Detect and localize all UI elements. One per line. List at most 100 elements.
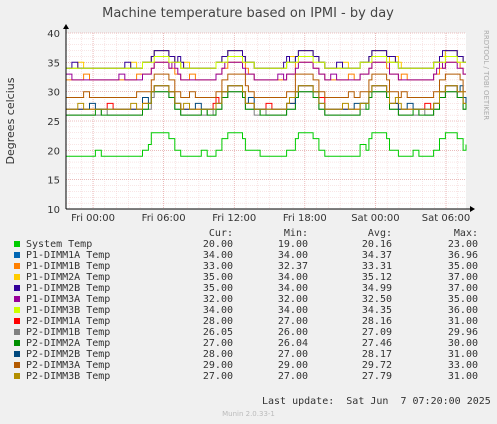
legend-min: 34.00 xyxy=(277,305,308,316)
legend-header-max: Max: xyxy=(453,228,478,239)
legend-entry: P1-DIMM1A Temp 34.00 34.00 34.37 36.96 xyxy=(12,250,492,261)
legend-header: Cur: Min: Avg: Max: xyxy=(12,228,492,239)
rrdtool-credit: RRDTOOL / TOBI OETIKER xyxy=(482,30,490,120)
chart-title: Machine temperature based on IPMI - by d… xyxy=(102,6,394,21)
legend-avg: 34.99 xyxy=(361,283,392,294)
legend-entry: P1-DIMM2B Temp 35.00 34.00 34.99 37.00 xyxy=(12,283,492,294)
legend-series-name: P1-DIMM3A Temp xyxy=(26,294,111,305)
munin-version: Munin 2.0.33-1 xyxy=(222,410,275,418)
legend-min: 27.00 xyxy=(277,349,308,360)
legend-series-name: P2-DIMM3A Temp xyxy=(26,360,111,371)
legend-entry: P2-DIMM1B Temp 26.05 26.00 27.09 29.96 xyxy=(12,327,492,338)
legend-entry: P2-DIMM3B Temp 27.00 27.00 27.79 31.00 xyxy=(12,371,492,382)
legend-swatch xyxy=(14,340,20,346)
legend-avg: 35.12 xyxy=(361,272,392,283)
legend-max: 23.00 xyxy=(447,239,478,250)
legend-min: 34.00 xyxy=(277,272,308,283)
legend-entry: P2-DIMM2B Temp 28.00 27.00 28.17 31.00 xyxy=(12,349,492,360)
legend-avg: 20.16 xyxy=(361,239,392,250)
legend-max: 30.00 xyxy=(447,338,478,349)
legend-series-name: P1-DIMM2B Temp xyxy=(26,283,111,294)
legend-avg: 33.31 xyxy=(361,261,392,272)
legend-swatch xyxy=(14,285,20,291)
legend-min: 29.00 xyxy=(277,360,308,371)
y-tick-label: 35 xyxy=(47,58,60,69)
series-line xyxy=(66,91,467,116)
legend-avg: 34.37 xyxy=(361,250,392,261)
legend-series-name: P1-DIMM1A Temp xyxy=(26,250,111,261)
legend-max: 36.96 xyxy=(447,250,478,261)
legend-cur: 29.00 xyxy=(202,360,233,371)
legend-avg: 29.72 xyxy=(361,360,392,371)
legend-max: 36.00 xyxy=(447,305,478,316)
legend-avg: 32.50 xyxy=(361,294,392,305)
x-tick-label: Fri 00:00 xyxy=(71,213,115,224)
legend-entry: P2-DIMM3A Temp 29.00 29.00 29.72 33.00 xyxy=(12,360,492,371)
y-tick-label: 20 xyxy=(47,146,60,157)
legend-max: 31.00 xyxy=(447,349,478,360)
legend-entry: P2-DIMM2A Temp 27.00 26.04 27.46 30.00 xyxy=(12,338,492,349)
legend-series-name: P1-DIMM1B Temp xyxy=(26,261,111,272)
legend-min: 27.00 xyxy=(277,371,308,382)
legend-swatch xyxy=(14,296,20,302)
x-tick-label: Fri 18:00 xyxy=(283,213,327,224)
legend-avg: 28.16 xyxy=(361,316,392,327)
y-tick-label: 30 xyxy=(47,88,60,99)
legend-cur: 35.00 xyxy=(202,272,233,283)
legend-avg: 27.79 xyxy=(361,371,392,382)
legend-series-name: P2-DIMM1B Temp xyxy=(26,327,111,338)
legend-entry: P1-DIMM2A Temp 35.00 34.00 35.12 37.00 xyxy=(12,272,492,283)
legend-series-name: P2-DIMM2A Temp xyxy=(26,338,111,349)
legend-cur: 27.00 xyxy=(202,338,233,349)
legend-min: 19.00 xyxy=(277,239,308,250)
series-line xyxy=(66,85,466,110)
legend-cur: 20.00 xyxy=(202,239,233,250)
legend-min: 27.00 xyxy=(277,316,308,327)
x-tick-label: Sat 06:00 xyxy=(422,213,470,224)
legend-cur: 28.00 xyxy=(202,316,233,327)
legend-swatch xyxy=(14,318,20,324)
legend-series-name: P1-DIMM2A Temp xyxy=(26,272,111,283)
y-tick-label: 25 xyxy=(47,117,60,128)
legend-avg: 34.35 xyxy=(361,305,392,316)
legend-min: 32.37 xyxy=(277,261,308,272)
x-tick-label: Fri 12:00 xyxy=(212,213,256,224)
legend-max: 37.00 xyxy=(447,283,478,294)
legend-max: 31.00 xyxy=(447,316,478,327)
legend-series-name: P2-DIMM2B Temp xyxy=(26,349,111,360)
legend-series-name: P2-DIMM1A Temp xyxy=(26,316,111,327)
legend-swatch xyxy=(14,263,20,269)
x-tick-label: Sat 00:00 xyxy=(351,213,399,224)
legend-swatch xyxy=(14,329,20,335)
legend-series-name: P1-DIMM3B Temp xyxy=(26,305,111,316)
legend-avg: 28.17 xyxy=(361,349,392,360)
legend-max: 31.00 xyxy=(447,371,478,382)
series-line xyxy=(66,132,467,157)
legend-avg: 27.09 xyxy=(361,327,392,338)
legend-header-cur: Cur: xyxy=(208,228,233,239)
x-tick-label: Fri 06:00 xyxy=(142,213,186,224)
legend-cur: 26.05 xyxy=(202,327,233,338)
legend-max: 35.00 xyxy=(447,294,478,305)
legend-cur: 28.00 xyxy=(202,349,233,360)
legend-cur: 27.00 xyxy=(202,371,233,382)
legend-series-name: P2-DIMM3B Temp xyxy=(26,371,111,382)
temperature-chart: Machine temperature based on IPMI - by d… xyxy=(4,6,490,224)
last-update: Last update: Sat Jun 7 07:20:00 2025 xyxy=(262,396,491,407)
y-axis-arrow xyxy=(63,24,69,29)
legend-swatch xyxy=(14,307,20,313)
legend-header-min: Min: xyxy=(283,228,308,239)
y-axis-label: Degrees celcius xyxy=(4,77,17,164)
legend-swatch xyxy=(14,252,20,258)
legend-min: 34.00 xyxy=(277,283,308,294)
legend-rows: System Temp 20.00 19.00 20.16 23.00 P1-DIMM1A… xyxy=(12,239,492,382)
legend-max: 37.00 xyxy=(447,272,478,283)
legend-header-avg: Avg: xyxy=(367,228,392,239)
series-line xyxy=(66,73,466,98)
legend-swatch xyxy=(14,274,20,280)
legend-max: 33.00 xyxy=(447,360,478,371)
legend-min: 32.00 xyxy=(277,294,308,305)
series-lines xyxy=(66,50,467,157)
series-line xyxy=(66,56,466,69)
legend-cur: 33.00 xyxy=(202,261,233,272)
